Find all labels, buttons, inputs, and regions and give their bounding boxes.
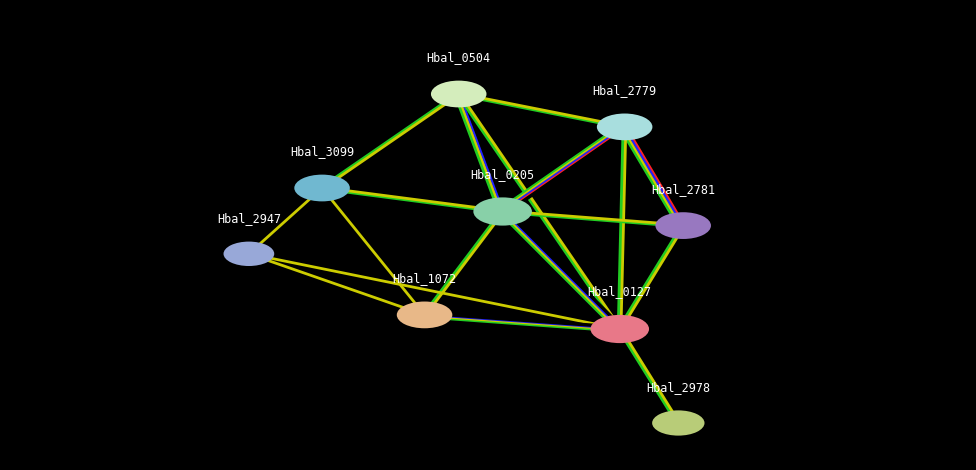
Text: Hbal_3099: Hbal_3099: [290, 145, 354, 158]
Text: Hbal_2978: Hbal_2978: [646, 381, 711, 394]
Circle shape: [397, 302, 452, 328]
Text: Hbal_2947: Hbal_2947: [217, 212, 281, 225]
Text: Hbal_0205: Hbal_0205: [470, 168, 535, 181]
Circle shape: [431, 81, 486, 107]
Text: Hbal_2781: Hbal_2781: [651, 183, 715, 196]
Text: Hbal_2779: Hbal_2779: [592, 84, 657, 97]
Text: Hbal_1072: Hbal_1072: [392, 272, 457, 285]
Circle shape: [473, 197, 532, 226]
Text: Hbal_0127: Hbal_0127: [588, 285, 652, 298]
Circle shape: [652, 410, 705, 436]
Circle shape: [295, 175, 349, 201]
Circle shape: [224, 242, 274, 266]
Circle shape: [590, 315, 649, 343]
Text: Hbal_0504: Hbal_0504: [427, 51, 491, 64]
Circle shape: [656, 212, 711, 239]
Circle shape: [597, 114, 652, 140]
